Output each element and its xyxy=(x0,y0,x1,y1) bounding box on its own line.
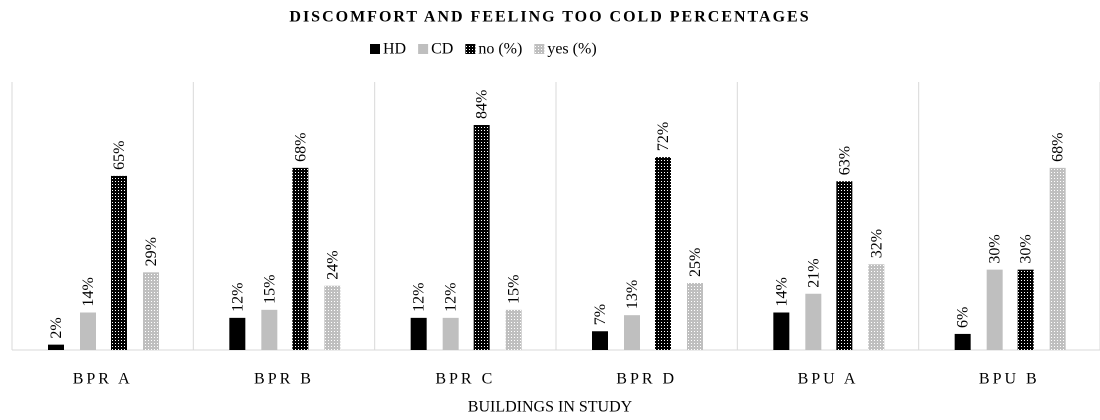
value-label: 15% xyxy=(261,274,278,303)
value-label: 72% xyxy=(655,122,672,151)
bar xyxy=(442,317,459,350)
value-label: 6% xyxy=(955,307,972,328)
value-label: 24% xyxy=(324,250,341,279)
value-label: 32% xyxy=(868,229,885,258)
bar xyxy=(261,309,278,350)
bar xyxy=(986,269,1003,350)
value-label: 63% xyxy=(836,146,853,175)
x-tick-label: BPR A xyxy=(73,371,133,388)
bar xyxy=(624,315,640,350)
bar xyxy=(292,167,309,350)
value-label: 30% xyxy=(987,234,1004,263)
value-label: 13% xyxy=(624,280,641,309)
legend-swatch xyxy=(418,44,429,54)
value-label: 7% xyxy=(592,304,609,325)
chart-title: DISCOMFORT AND FEELING TOO COLD PERCENTA… xyxy=(289,9,810,26)
x-axis-title: BUILDINGS IN STUDY xyxy=(468,399,633,416)
bar xyxy=(410,317,427,350)
value-label: 12% xyxy=(229,283,246,312)
value-label: 68% xyxy=(1050,133,1067,162)
bar xyxy=(836,181,853,350)
value-label: 84% xyxy=(474,90,491,119)
bar xyxy=(868,264,885,350)
bar xyxy=(655,157,671,350)
bar xyxy=(80,312,96,350)
bar xyxy=(1049,167,1066,350)
bar xyxy=(48,344,64,350)
value-label: 68% xyxy=(292,133,309,162)
legend-label: no (%) xyxy=(478,41,522,58)
bar xyxy=(773,312,790,350)
bar xyxy=(143,272,159,350)
bar xyxy=(1017,269,1034,350)
value-label: 29% xyxy=(143,237,160,266)
bar xyxy=(111,175,127,350)
x-tick-label: BPR B xyxy=(254,371,314,388)
legend-swatch xyxy=(465,44,476,54)
legend-label: CD xyxy=(431,41,453,58)
value-label: 25% xyxy=(687,248,704,277)
value-label: 15% xyxy=(506,274,523,303)
bar xyxy=(229,317,246,350)
bar xyxy=(954,333,971,350)
bar xyxy=(687,283,703,350)
value-label: 30% xyxy=(1018,234,1035,263)
legend-swatch xyxy=(370,44,380,54)
value-label: 21% xyxy=(805,258,822,287)
x-tick-label: BPU A xyxy=(798,371,859,388)
legend-swatch xyxy=(534,44,545,54)
value-label: 12% xyxy=(411,283,428,312)
bar xyxy=(473,125,490,350)
legend-label: yes (%) xyxy=(547,41,596,58)
bar xyxy=(592,331,608,350)
legend-label: HD xyxy=(383,41,406,58)
value-label: 14% xyxy=(773,277,790,306)
bar xyxy=(805,293,822,350)
value-label: 14% xyxy=(80,277,97,306)
bar xyxy=(324,285,341,350)
value-label: 65% xyxy=(111,141,128,170)
x-tick-label: BPR D xyxy=(616,371,677,388)
value-label: 12% xyxy=(443,283,460,312)
x-tick-label: BPU B xyxy=(979,371,1040,388)
bar xyxy=(505,309,522,350)
x-tick-label: BPR C xyxy=(435,371,495,388)
value-label: 2% xyxy=(48,317,65,338)
